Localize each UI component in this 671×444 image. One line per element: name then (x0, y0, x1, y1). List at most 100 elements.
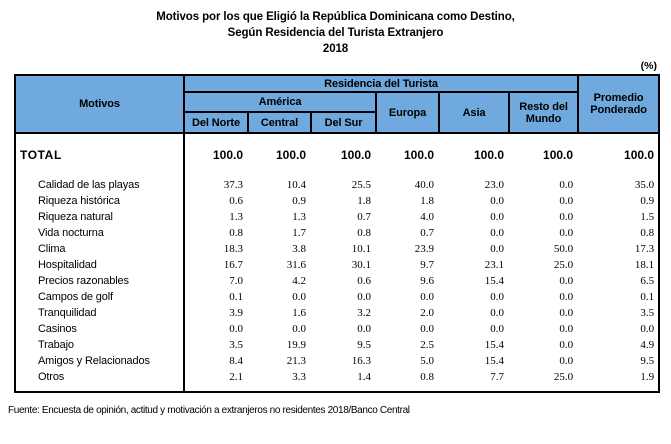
page: Motivos por los que Eligió la República … (0, 0, 671, 416)
cell-value: 0.0 (559, 211, 574, 223)
cell-value: 0.0 (559, 307, 574, 319)
cell-value: 4.9 (640, 339, 655, 351)
total-value: 100.0 (543, 148, 574, 162)
total-row: TOTAL 100.0 100.0 100.0 100.0 100.0 100.… (15, 133, 659, 177)
table-header: Motivos Residencia del Turista Promedio … (14, 74, 661, 134)
table-body: TOTAL 100.0 100.0 100.0 100.0 100.0 100.… (15, 133, 659, 392)
cell-value: 0.0 (420, 323, 434, 335)
cell-value: 3.8 (292, 243, 306, 255)
cell-value: 0.0 (559, 227, 574, 239)
cell-value: 16.7 (223, 259, 243, 271)
cell-value: 17.3 (634, 243, 655, 255)
cell-value: 0.0 (640, 323, 655, 335)
cell-value: 0.0 (559, 323, 574, 335)
cell-value: 7.7 (490, 371, 504, 383)
cell-value: 0.7 (357, 211, 371, 223)
cell-value: 23.1 (484, 259, 504, 271)
table-row: Riqueza histórica 0.6 0.9 1.8 1.8 0.0 0.0 0.9 (15, 193, 659, 209)
cell-value: 0.0 (490, 227, 504, 239)
table-row: Vida nocturna 0.8 1.7 0.8 0.7 0.0 0.0 0.8 (15, 225, 659, 241)
total-value: 100.0 (403, 148, 434, 162)
cell-value: 0.0 (559, 339, 574, 351)
row-label: Otros (15, 369, 185, 392)
cell-value: 18.3 (223, 243, 243, 255)
cell-value: 1.8 (420, 195, 434, 207)
cell-value: 25.5 (351, 179, 371, 191)
cell-value: 0.9 (292, 195, 306, 207)
table-row: Casinos 0.0 0.0 0.0 0.0 0.0 0.0 0.0 (15, 321, 659, 337)
title-line-3: 2018 (322, 43, 349, 55)
cell-value: 9.5 (357, 339, 371, 351)
cell-value: 4.0 (420, 211, 434, 223)
table-row: Tranquilidad 3.9 1.6 3.2 2.0 0.0 0.0 3.5 (15, 305, 659, 321)
cell-value: 21.3 (286, 355, 306, 367)
cell-value: 3.2 (357, 307, 371, 319)
cell-value: 0.0 (490, 307, 504, 319)
cell-value: 0.0 (229, 323, 243, 335)
cell-value: 0.8 (357, 227, 371, 239)
cell-value: 19.9 (286, 339, 306, 351)
cell-value: 8.4 (229, 355, 243, 367)
percent-label: (%) (640, 60, 657, 72)
table-row: Riqueza natural 1.3 1.3 0.7 4.0 0.0 0.0 1.5 (15, 209, 659, 225)
cell-value: 1.3 (292, 211, 306, 223)
cell-value: 0.0 (490, 243, 504, 255)
total-value: 100.0 (624, 148, 655, 162)
cell-value: 3.3 (292, 371, 306, 383)
cell-value: 9.6 (420, 275, 434, 287)
total-value: 100.0 (340, 148, 371, 162)
row-label: Riqueza histórica (15, 193, 185, 209)
header-resto-del-mundo: Resto del Mundo (507, 91, 580, 134)
header-del-sur: Del Sur (310, 111, 377, 134)
row-label: Clima (15, 241, 185, 257)
cell-value: 30.1 (351, 259, 371, 271)
cell-value: 15.4 (484, 355, 504, 367)
cell-value: 0.0 (559, 291, 574, 303)
row-label: Calidad de las playas (15, 177, 185, 193)
cell-value: 0.0 (559, 275, 574, 287)
cell-value: 0.0 (357, 323, 371, 335)
header-residencia-del-turista: Residencia del Turista (182, 74, 580, 93)
cell-value: 18.1 (634, 259, 655, 271)
header-asia: Asia (438, 91, 510, 134)
row-label: Riqueza natural (15, 209, 185, 225)
table-row: Precios razonables 7.0 4.2 0.6 9.6 15.4 0.0 6.5 (15, 273, 659, 289)
cell-value: 1.6 (292, 307, 306, 319)
cell-value: 0.0 (490, 211, 504, 223)
cell-value: 1.8 (357, 195, 371, 207)
row-label: Amigos y Relacionados (15, 353, 185, 369)
row-label: Precios razonables (15, 273, 185, 289)
cell-value: 31.6 (286, 259, 306, 271)
cell-value: 1.9 (640, 371, 655, 383)
row-label: Trabajo (15, 337, 185, 353)
table-row: Otros 2.1 3.3 1.4 0.8 7.7 25.0 1.9 (15, 369, 659, 392)
cell-value: 23.0 (484, 179, 504, 191)
row-label: Campos de golf (15, 289, 185, 305)
cell-value: 1.5 (640, 211, 655, 223)
cell-value: 3.9 (229, 307, 243, 319)
source-note: Fuente: Encuesta de opinión, actitud y m… (8, 405, 410, 416)
cell-value: 23.9 (414, 243, 434, 255)
cell-value: 16.3 (351, 355, 371, 367)
header-central: Central (247, 111, 312, 134)
header-promedio-ponderado: Promedio Ponderado (577, 74, 661, 134)
table-row: Amigos y Relacionados 8.4 21.3 16.3 5.0 15.4 0… (15, 353, 659, 369)
table-row: Clima 18.3 3.8 10.1 23.9 0.0 50.0 17.3 (15, 241, 659, 257)
cell-value: 10.1 (351, 243, 371, 255)
row-label: Casinos (15, 321, 185, 337)
cell-value: 1.7 (292, 227, 306, 239)
cell-value: 15.4 (484, 275, 504, 287)
title-block: Motivos por los que Eligió la República … (0, 0, 671, 57)
cell-value: 0.1 (640, 291, 655, 303)
cell-value: 3.5 (229, 339, 243, 351)
cell-value: 50.0 (553, 243, 574, 255)
cell-value: 2.5 (420, 339, 434, 351)
cell-value: 37.3 (223, 179, 243, 191)
cell-value: 0.0 (420, 291, 434, 303)
cell-value: 0.0 (490, 323, 504, 335)
cell-value: 0.6 (229, 195, 243, 207)
cell-value: 25.0 (553, 371, 574, 383)
cell-value: 2.1 (229, 371, 243, 383)
total-value: 100.0 (212, 148, 243, 162)
cell-value: 0.0 (559, 195, 574, 207)
